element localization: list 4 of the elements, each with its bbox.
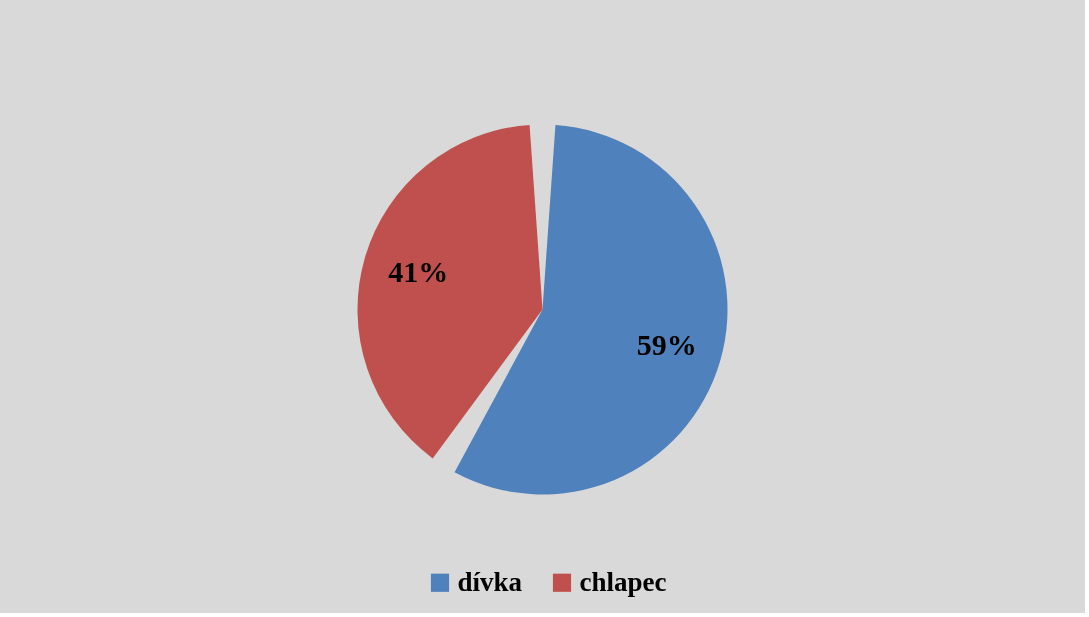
legend-label: chlapec bbox=[579, 566, 667, 597]
legend-label: dívka bbox=[457, 566, 523, 597]
data-label: 41% bbox=[388, 255, 449, 289]
data-label: 59% bbox=[636, 327, 697, 361]
